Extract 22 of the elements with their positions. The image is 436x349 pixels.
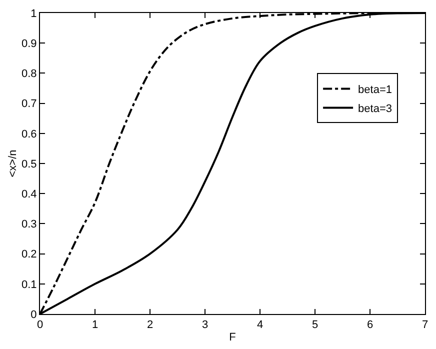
y-tick-label: 0	[30, 308, 37, 321]
x-tick-label: 4	[256, 319, 264, 332]
y-tick-label: 0.7	[22, 98, 37, 110]
x-tick-label: 7	[422, 319, 428, 332]
y-tick-label: 0.8	[22, 68, 37, 80]
y-tick-label: 0.9	[22, 38, 37, 50]
y-axis-title: <x>/n	[7, 150, 20, 178]
y-tick-label: 0.1	[22, 278, 37, 291]
y-tick-label: 0.3	[22, 218, 37, 231]
y-tick-label: 0.4	[22, 188, 37, 200]
x-tick-label: 5	[312, 319, 318, 332]
x-tick-label: 2	[146, 319, 154, 332]
y-tick-label: 0.5	[22, 158, 37, 170]
x-tick-label: 3	[202, 319, 208, 332]
legend-label: beta=3	[358, 102, 392, 115]
y-tick-label: 0.2	[22, 248, 37, 261]
x-axis-title: F	[229, 331, 236, 344]
x-tick-label: 6	[366, 319, 374, 332]
x-tick-label: 1	[92, 319, 98, 332]
legend-label: beta=1	[358, 84, 392, 96]
y-tick-label: 0.6	[22, 128, 37, 140]
y-tick-label: 1	[30, 8, 37, 20]
